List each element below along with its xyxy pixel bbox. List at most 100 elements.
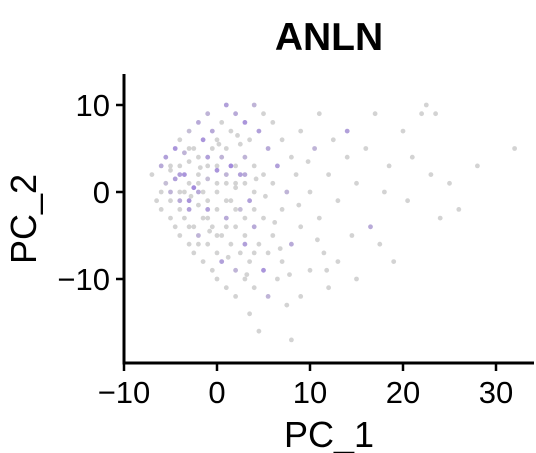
data-point <box>214 180 220 186</box>
data-point <box>225 254 231 260</box>
data-point <box>186 146 192 151</box>
data-point <box>196 154 201 160</box>
data-point <box>289 154 294 160</box>
data-point <box>296 202 302 208</box>
data-point <box>298 224 304 230</box>
data-point <box>233 224 239 230</box>
data-point <box>196 189 201 195</box>
data-point <box>242 172 248 178</box>
data-point <box>186 159 192 165</box>
data-point <box>261 215 266 221</box>
data-point <box>233 294 239 299</box>
data-point <box>186 224 192 230</box>
data-point <box>205 215 211 221</box>
data-point <box>223 215 229 221</box>
data-point <box>237 250 243 256</box>
data-point <box>377 241 383 247</box>
data-point <box>205 207 211 212</box>
data-point <box>305 159 311 165</box>
data-point <box>233 267 239 273</box>
data-point <box>277 246 283 252</box>
data-point <box>154 198 160 204</box>
data-point <box>182 189 187 195</box>
data-point <box>228 128 234 134</box>
data-point <box>265 146 271 151</box>
data-point <box>298 128 304 134</box>
data-point <box>324 267 330 273</box>
data-point <box>279 207 285 212</box>
data-point <box>205 163 211 169</box>
data-point <box>158 189 164 195</box>
data-point <box>409 154 415 160</box>
data-point <box>233 111 239 117</box>
data-point <box>163 180 169 186</box>
data-point <box>284 189 290 195</box>
data-point <box>209 267 215 273</box>
data-point <box>433 111 438 117</box>
data-point <box>214 137 220 143</box>
data-point <box>456 207 462 212</box>
x-tick-label: 30 <box>479 375 513 410</box>
data-point <box>307 189 313 195</box>
data-point <box>186 128 192 134</box>
data-point <box>275 276 280 282</box>
data-point <box>242 180 248 186</box>
data-point <box>191 146 197 151</box>
data-point <box>272 220 278 225</box>
data-point <box>354 276 359 282</box>
data-point <box>207 228 213 234</box>
data-point <box>386 163 392 169</box>
data-point <box>237 172 243 178</box>
data-point <box>163 154 169 160</box>
data-point <box>279 137 285 143</box>
data-point <box>177 172 183 178</box>
data-point <box>214 233 220 238</box>
data-point <box>209 146 215 151</box>
data-point <box>251 189 257 195</box>
data-point <box>247 311 253 317</box>
data-point <box>251 207 257 212</box>
data-point <box>253 176 259 182</box>
data-point <box>205 241 211 247</box>
data-point <box>349 233 355 238</box>
y-axis-ticks: −10 0 10 <box>57 88 124 297</box>
data-point <box>428 172 434 178</box>
data-point <box>233 207 239 212</box>
data-point <box>205 176 211 182</box>
data-point <box>158 163 164 169</box>
y-tick-label: 0 <box>93 175 110 210</box>
data-point <box>312 146 317 151</box>
data-point <box>177 207 183 212</box>
data-point <box>172 224 178 230</box>
data-point <box>244 272 250 277</box>
data-point <box>405 198 410 204</box>
data-point <box>368 224 373 230</box>
y-axis-label: PC_2 <box>3 174 44 264</box>
data-point <box>223 180 229 186</box>
data-point <box>209 128 215 134</box>
data-point <box>196 172 201 178</box>
data-point <box>223 285 229 291</box>
data-point <box>186 207 192 212</box>
data-point <box>219 233 225 238</box>
data-point <box>188 193 194 199</box>
data-point <box>293 172 299 178</box>
data-point <box>214 189 220 195</box>
data-point <box>223 102 229 108</box>
data-point <box>191 185 197 191</box>
data-point <box>263 193 268 199</box>
data-point <box>437 215 443 221</box>
x-tick-label: 20 <box>386 375 420 410</box>
data-point <box>242 276 248 282</box>
data-point <box>298 294 304 299</box>
data-point <box>205 198 211 204</box>
data-point <box>251 250 257 256</box>
data-point <box>400 128 406 134</box>
data-point <box>182 215 187 221</box>
data-point <box>251 163 257 169</box>
data-point <box>326 172 331 178</box>
data-point <box>265 294 271 299</box>
data-point <box>247 259 253 264</box>
data-point <box>196 180 201 186</box>
